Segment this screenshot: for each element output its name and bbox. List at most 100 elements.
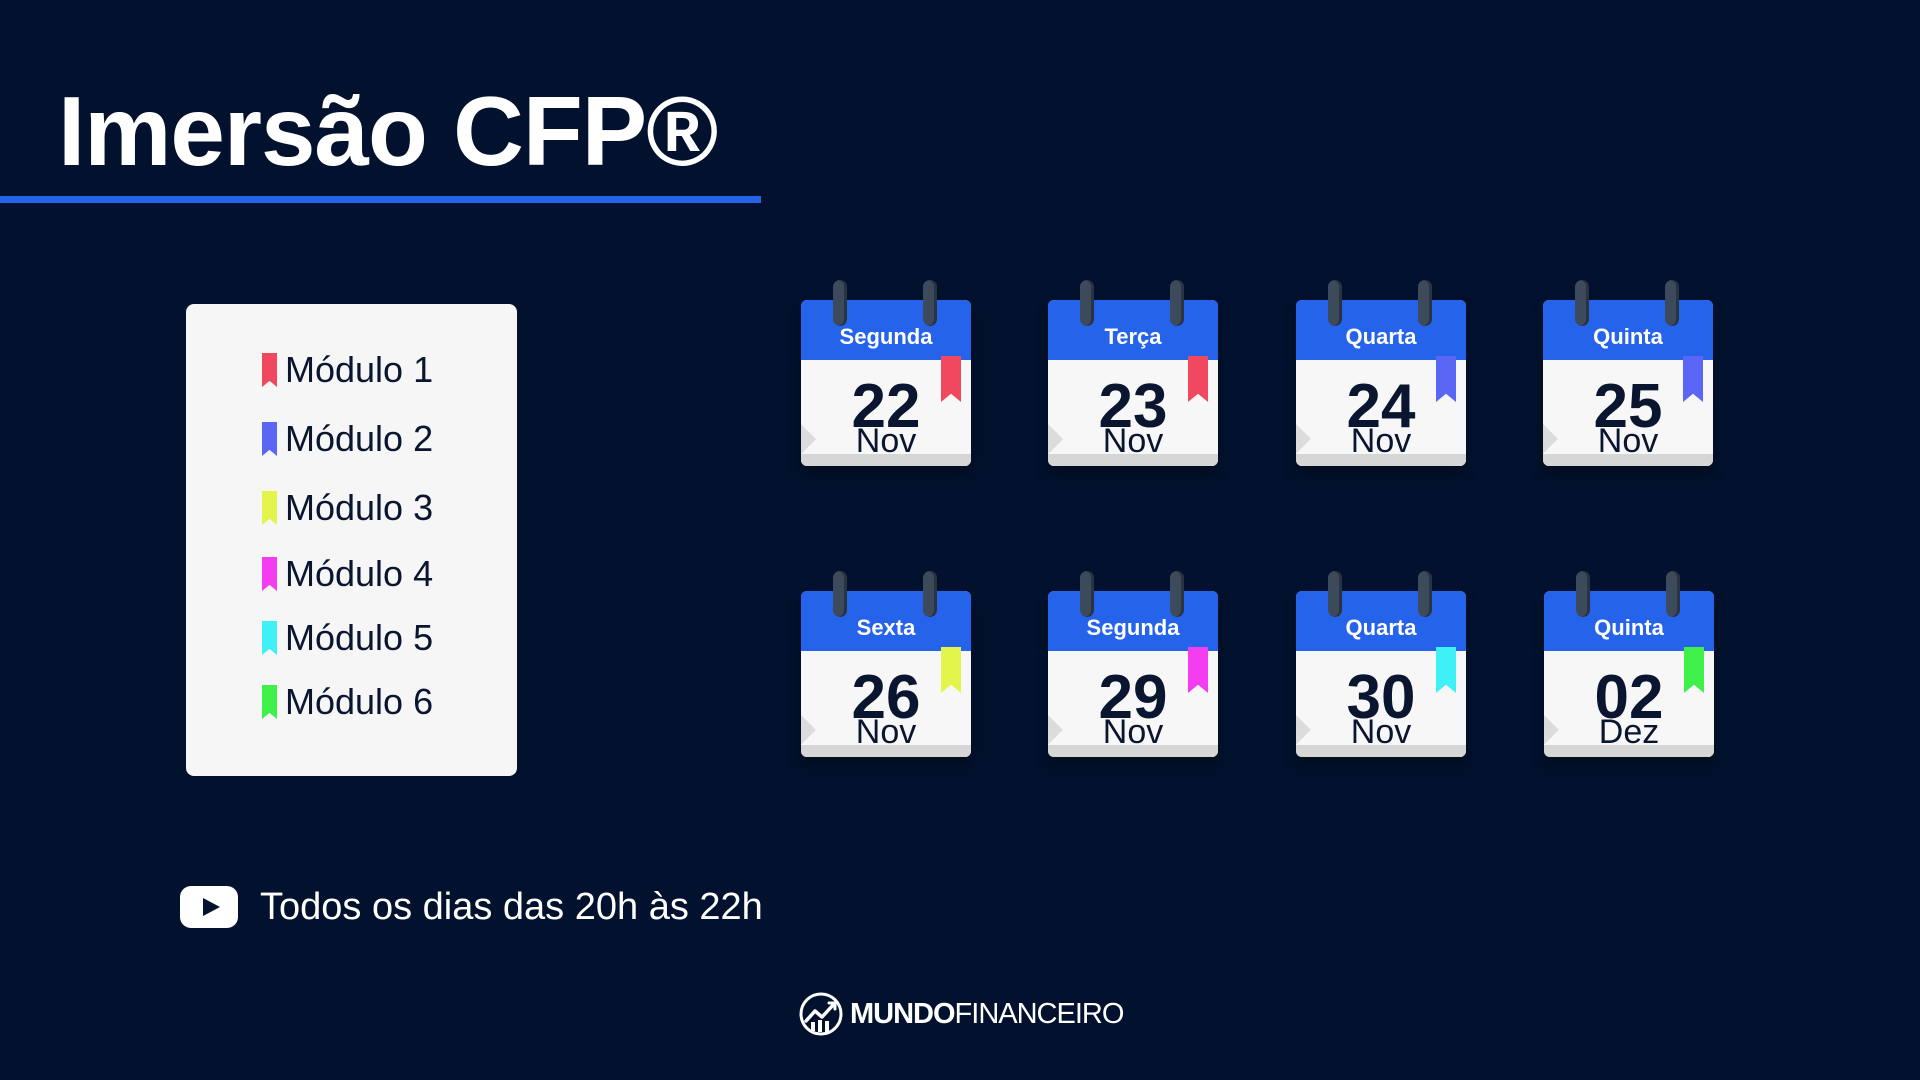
- month-label: Nov: [1102, 713, 1164, 751]
- legend-item-modulo-3: Módulo 3: [262, 487, 434, 528]
- calendar-day-5: Sexta 26 Nov: [801, 571, 971, 757]
- month-label: Nov: [1350, 713, 1412, 751]
- brand-logo: MUNDO FINANCEIRO: [798, 990, 1125, 1038]
- module-bookmark-icon: [1188, 647, 1208, 693]
- binder-ring-icon: [833, 571, 847, 617]
- binder-ring-icon: [1328, 571, 1342, 617]
- mundo-financeiro-logo-icon: [799, 992, 843, 1036]
- calendar-day-6: Segunda 29 Nov: [1048, 571, 1218, 757]
- legend-item-modulo-4: Módulo 4: [262, 553, 434, 594]
- weekday-label: Quinta: [1593, 324, 1663, 349]
- bookmark-flag-icon: [262, 557, 277, 591]
- module-bookmark-icon: [1188, 356, 1208, 402]
- weekday-label: Quarta: [1345, 615, 1417, 640]
- calendar-page: Quinta 02 Dez: [1544, 591, 1714, 757]
- legend-label: Módulo 5: [285, 617, 434, 658]
- calendar-page: Quarta 30 Nov: [1296, 591, 1466, 757]
- month-label: Dez: [1598, 713, 1660, 751]
- legend-label: Módulo 6: [285, 681, 434, 722]
- calendar-day-2: Terça 23 Nov: [1048, 280, 1218, 466]
- schedule-info: Todos os dias das 20h às 22h: [180, 884, 763, 930]
- calendar-header: [1544, 591, 1714, 651]
- date-number: 02: [1594, 663, 1664, 732]
- brand-name-bold: MUNDO: [850, 997, 956, 1030]
- module-bookmark-icon: [1683, 356, 1703, 402]
- module-bookmark-icon: [1436, 647, 1456, 693]
- calendar-header: [1048, 300, 1218, 360]
- module-legend: Módulo 1 Módulo 2 Módulo 3 Módulo 4 Módu…: [186, 304, 517, 776]
- calendar-day-8: Quinta 02 Dez: [1544, 571, 1714, 757]
- weekday-label: Segunda: [839, 324, 933, 349]
- binder-ring-icon: [1170, 280, 1184, 326]
- weekday-label: Quinta: [1594, 615, 1664, 640]
- weekday-label: Sexta: [856, 615, 916, 640]
- calendar-day-3: Quarta 24 Nov: [1296, 280, 1466, 466]
- calendar-header: [1296, 300, 1466, 360]
- date-number: 30: [1346, 663, 1416, 732]
- weekday-label: Terça: [1104, 324, 1162, 349]
- date-number: 24: [1346, 372, 1416, 441]
- calendar-page: Segunda 22 Nov: [801, 300, 971, 466]
- calendar-day-4: Quinta 25 Nov: [1543, 280, 1713, 466]
- binder-ring-icon: [1328, 280, 1342, 326]
- binder-ring-icon: [1418, 280, 1432, 326]
- brand-name-light: FINANCEIRO: [954, 997, 1125, 1030]
- month-label: Nov: [1350, 422, 1412, 460]
- date-number: 23: [1098, 372, 1168, 441]
- youtube-icon: [180, 886, 238, 928]
- binder-ring-icon: [1575, 280, 1589, 326]
- weekday-label: Segunda: [1086, 615, 1180, 640]
- binder-ring-icon: [1665, 280, 1679, 326]
- binder-ring-icon: [1080, 571, 1094, 617]
- binder-ring-icon: [923, 280, 937, 326]
- calendar-page: Sexta 26 Nov: [801, 591, 971, 757]
- bookmark-flag-icon: [262, 491, 277, 525]
- legend-item-modulo-5: Módulo 5: [262, 617, 434, 658]
- date-number: 26: [851, 663, 921, 732]
- legend-label: Módulo 3: [285, 487, 434, 528]
- calendar-day-1: Segunda 22 Nov: [801, 280, 971, 466]
- binder-ring-icon: [1080, 280, 1094, 326]
- date-number: 22: [851, 372, 921, 441]
- date-number: 29: [1098, 663, 1168, 732]
- date-number: 25: [1593, 372, 1663, 441]
- calendar-page: Terça 23 Nov: [1048, 300, 1218, 466]
- legend-item-modulo-2: Módulo 2: [262, 418, 434, 459]
- bookmark-flag-icon: [262, 685, 277, 719]
- month-label: Nov: [1597, 422, 1659, 460]
- calendar-header: [1296, 591, 1466, 651]
- calendar-header: [1543, 300, 1713, 360]
- calendar-page: Quarta 24 Nov: [1296, 300, 1466, 466]
- legend-label: Módulo 4: [285, 553, 434, 594]
- binder-ring-icon: [833, 280, 847, 326]
- binder-ring-icon: [1666, 571, 1680, 617]
- module-bookmark-icon: [1436, 356, 1456, 402]
- bookmark-flag-icon: [262, 353, 277, 387]
- legend-label: Módulo 2: [285, 418, 434, 459]
- module-bookmark-icon: [941, 647, 961, 693]
- binder-ring-icon: [923, 571, 937, 617]
- month-label: Nov: [1102, 422, 1164, 460]
- bookmark-flag-icon: [262, 621, 277, 655]
- calendar-page: Quinta 25 Nov: [1543, 300, 1713, 466]
- module-bookmark-icon: [941, 356, 961, 402]
- month-label: Nov: [855, 713, 917, 751]
- weekday-label: Quarta: [1345, 324, 1417, 349]
- calendar-header: [1048, 591, 1218, 651]
- binder-ring-icon: [1576, 571, 1590, 617]
- month-label: Nov: [855, 422, 917, 460]
- calendar-day-7: Quarta 30 Nov: [1296, 571, 1466, 757]
- bookmark-flag-icon: [262, 422, 277, 456]
- calendar-header: [801, 591, 971, 651]
- calendar-page: Segunda 29 Nov: [1048, 591, 1218, 757]
- calendar-header: [801, 300, 971, 360]
- binder-ring-icon: [1170, 571, 1184, 617]
- page-title: Imersão CFP®: [58, 76, 718, 186]
- legend-item-modulo-1: Módulo 1: [262, 349, 434, 390]
- schedule-text: Todos os dias das 20h às 22h: [260, 885, 763, 928]
- title-underline: [0, 196, 761, 203]
- module-bookmark-icon: [1684, 647, 1704, 693]
- legend-item-modulo-6: Módulo 6: [262, 681, 434, 722]
- binder-ring-icon: [1418, 571, 1432, 617]
- legend-label: Módulo 1: [285, 349, 434, 390]
